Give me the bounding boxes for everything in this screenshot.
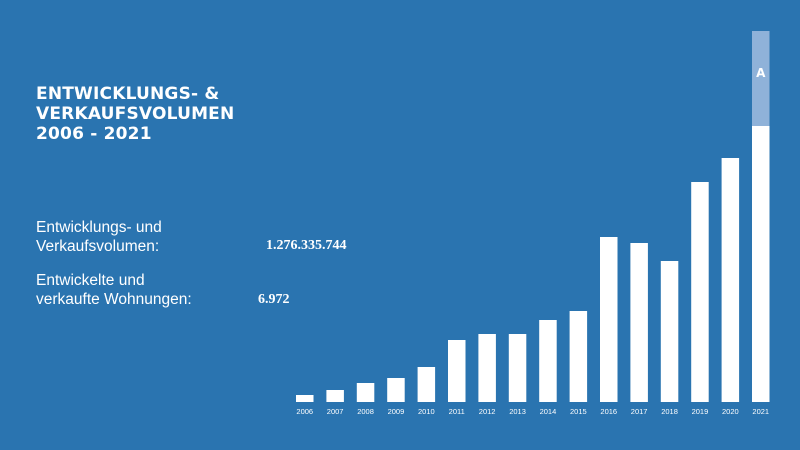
bar-2015 <box>569 311 588 402</box>
bar-2013 <box>508 334 527 402</box>
units-label: Entwickelte und verkaufte Wohnungen: <box>36 271 192 309</box>
x-tick-label-2017: 2017 <box>631 407 648 416</box>
x-tick-label-2007: 2007 <box>327 407 344 416</box>
x-tick-label-2020: 2020 <box>722 407 739 416</box>
x-tick-label-2015: 2015 <box>570 407 587 416</box>
x-tick-label-2014: 2014 <box>540 407 557 416</box>
x-tick-label-2012: 2012 <box>479 407 496 416</box>
bar-2014 <box>539 320 557 402</box>
bar-2010 <box>417 367 436 402</box>
bar-2017 <box>630 243 648 402</box>
title-line-2: VERKAUFSVOLUMEN <box>36 104 235 124</box>
bar-2006 <box>296 395 314 402</box>
x-tick-label-2009: 2009 <box>388 407 405 416</box>
x-tick-label-2016: 2016 <box>600 407 617 416</box>
x-tick-label-2013: 2013 <box>509 407 526 416</box>
bar-2011 <box>448 340 466 402</box>
volume-label-line-1: Entwicklungs- und <box>36 219 162 236</box>
bar-2012 <box>478 334 496 402</box>
volume-label-line-2: Verkaufsvolumen: <box>36 238 160 255</box>
bar-2009 <box>387 378 405 402</box>
bar-2019 <box>691 182 709 402</box>
volume-value: 1.276.335.744 <box>266 238 347 253</box>
title-line-3: 2006 - 2021 <box>36 124 152 144</box>
bar-2018 <box>660 261 679 402</box>
bar-2007 <box>326 390 344 402</box>
bar-2008 <box>356 383 375 402</box>
units-label-line-2: verkaufte Wohnungen: <box>36 291 192 308</box>
x-tick-label-2019: 2019 <box>692 407 709 416</box>
volume-label: Entwicklungs- und Verkaufsvolumen: <box>36 218 162 256</box>
units-value: 6.972 <box>258 292 290 307</box>
x-tick-label-2008: 2008 <box>357 407 374 416</box>
bar-2016 <box>600 237 618 402</box>
x-tick-label-2006: 2006 <box>296 407 313 416</box>
chart-title: ENTWICKLUNGS- & VERKAUFSVOLUMEN 2006 - 2… <box>36 84 234 144</box>
logo-icon: A <box>756 66 766 80</box>
bar-2021 <box>752 126 770 402</box>
x-tick-label-2021: 2021 <box>752 407 769 416</box>
bar-extension-2021 <box>752 31 770 126</box>
x-tick-label-2011: 2011 <box>449 407 465 416</box>
title-line-1: ENTWICKLUNGS- & <box>36 84 220 104</box>
units-label-line-1: Entwickelte und <box>36 272 145 289</box>
x-tick-label-2018: 2018 <box>661 407 678 416</box>
x-tick-label-2010: 2010 <box>418 407 435 416</box>
bar-2020 <box>721 158 740 402</box>
